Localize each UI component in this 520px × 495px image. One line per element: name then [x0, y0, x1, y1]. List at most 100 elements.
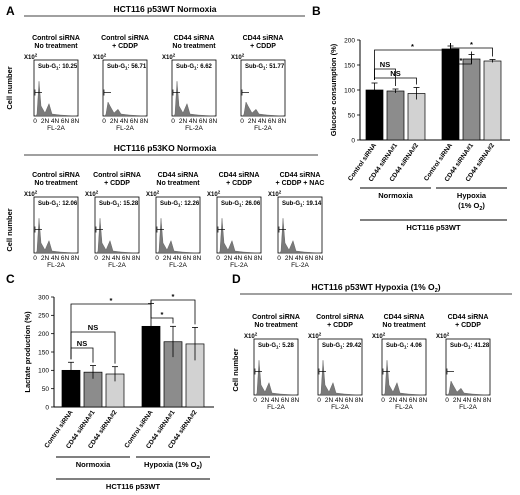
- hist-x-tick: 4N: [295, 255, 304, 262]
- hist-label-line2: No treatment: [156, 180, 200, 187]
- hist-x-tick: 6N: [268, 118, 277, 125]
- hist-scale: X102: [24, 53, 38, 62]
- hist-label-line1: CD44 siRNA: [384, 314, 425, 321]
- hist-label-line2: No treatment: [382, 322, 426, 329]
- y-tick-label: 150: [38, 349, 49, 356]
- group-label-hypoxia: Hypoxia: [457, 191, 487, 200]
- hist-x-tick: 4N: [51, 255, 60, 262]
- hist-scale: X102: [244, 332, 258, 341]
- hist-x-tick: 8N: [193, 255, 202, 262]
- hist-label-line2: No treatment: [34, 43, 78, 50]
- hist-subg1-value: Sub-G1: 26.06: [221, 201, 261, 208]
- hist-x-tick: 8N: [71, 255, 80, 262]
- hist-label-line2: + CDDP: [104, 180, 130, 187]
- bar: [483, 60, 502, 141]
- hist-x-tick: 0: [94, 255, 98, 262]
- hist-scale: X102: [85, 190, 99, 199]
- hist-x-tick: 0: [445, 397, 449, 404]
- hist-subg1-value: Sub-G1: 15.28: [99, 201, 139, 208]
- panel-a-bottom-title: HCT116 p53KO Normoxia: [114, 143, 217, 153]
- hist-label-line1: Control siRNA: [93, 172, 141, 179]
- group-label-normoxia: Normoxia: [378, 191, 413, 200]
- hist-x-tick: 4N: [189, 118, 198, 125]
- hist-subg1-value: Sub-G1: 51.77: [245, 64, 285, 71]
- hist-x-tick: 2N: [41, 255, 50, 262]
- hist-distribution: [35, 218, 77, 254]
- hist-x-tick: 2N: [110, 118, 119, 125]
- significance-bracket: [450, 43, 493, 57]
- hist-label-line2: + CDDP: [455, 322, 481, 329]
- hist-x-tick: 2N: [261, 397, 270, 404]
- hist-x-tick: 8N: [254, 255, 263, 262]
- significance-label: NS: [88, 323, 98, 332]
- hist-x-tick: 6N: [130, 118, 139, 125]
- hist-label-line2: No treatment: [254, 322, 298, 329]
- hist-label-line2: + CDDP: [327, 322, 353, 329]
- hist-scale: X102: [93, 53, 107, 62]
- hist-x-tick: 6N: [122, 255, 131, 262]
- hist-scale: X102: [207, 190, 221, 199]
- hist-x-tick: 6N: [345, 397, 354, 404]
- hist-distribution: [279, 218, 321, 254]
- panel-letter-b: B: [312, 4, 321, 18]
- hist-x-tick: 2N: [102, 255, 111, 262]
- hist-label-line1: CD44 siRNA: [448, 314, 489, 321]
- hist-xlabel: FL-2A: [459, 404, 477, 411]
- hist-x-tick: 4N: [258, 118, 267, 125]
- panel-d-ylabel: Cell number: [231, 348, 240, 391]
- hist-x-tick: 6N: [183, 255, 192, 262]
- hist-subg1-value: Sub-G1: 5.28: [258, 343, 295, 350]
- group-label-normoxia: Normoxia: [76, 460, 111, 469]
- hist-x-tick: 4N: [399, 397, 408, 404]
- bar: [407, 93, 426, 141]
- hist-xlabel: FL-2A: [108, 262, 126, 269]
- hist-x-tick: 0: [102, 118, 106, 125]
- hist-x-tick: 8N: [355, 397, 364, 404]
- significance-label: *: [411, 42, 414, 51]
- significance-bracket: [450, 43, 472, 65]
- hist-scale: X102: [308, 332, 322, 341]
- hist-x-tick: 0: [381, 397, 385, 404]
- hist-x-tick: 0: [33, 118, 37, 125]
- hist-xlabel: FL-2A: [47, 125, 65, 132]
- hist-label-line1: Control siRNA: [101, 35, 149, 42]
- cell-line-label: HCT116 p53WT: [106, 482, 161, 491]
- hist-x-tick: 2N: [41, 118, 50, 125]
- hist-subg1-value: Sub-G1: 12.06: [38, 201, 78, 208]
- hist-x-tick: 8N: [419, 397, 428, 404]
- hist-x-tick: 0: [253, 397, 257, 404]
- hist-xlabel: FL-2A: [230, 262, 248, 269]
- hist-distribution: [96, 218, 138, 254]
- hist-xlabel: FL-2A: [47, 262, 65, 269]
- y-tick-label: 100: [344, 87, 355, 94]
- hist-label-line2: + CDDP: [250, 43, 276, 50]
- hist-x-tick: 8N: [483, 397, 492, 404]
- hist-xlabel: FL-2A: [116, 125, 134, 132]
- hist-x-tick: 4N: [173, 255, 182, 262]
- significance-label: NS: [390, 69, 400, 78]
- hist-x-tick: 4N: [463, 397, 472, 404]
- hist-distribution: [242, 101, 284, 117]
- hist-x-tick: 4N: [51, 118, 60, 125]
- hist-label-line2: No treatment: [34, 180, 78, 187]
- group-label-hypoxia-line2: (1% O2): [458, 201, 485, 212]
- panel-letter-a: A: [6, 4, 15, 18]
- hist-x-tick: 2N: [224, 255, 233, 262]
- hist-distribution: [173, 81, 215, 117]
- hist-distribution: [447, 380, 489, 396]
- hist-label-line1: Control siRNA: [252, 314, 300, 321]
- significance-bracket: [150, 300, 174, 324]
- panel-d-title: HCT116 p53WT Hypoxia (1% O2): [311, 282, 440, 294]
- hist-x-tick: 6N: [61, 118, 70, 125]
- hist-x-tick: 0: [277, 255, 281, 262]
- hist-x-tick: 0: [216, 255, 220, 262]
- hist-distribution: [35, 81, 77, 117]
- bar: [365, 89, 384, 141]
- y-tick-label: 150: [344, 62, 355, 69]
- hist-x-tick: 0: [240, 118, 244, 125]
- panel-a-top-ylabel: Cell number: [5, 66, 14, 109]
- significance-label: *: [460, 56, 463, 65]
- significance-bracket: [150, 299, 196, 325]
- hist-xlabel: FL-2A: [254, 125, 272, 132]
- y-tick-label: 250: [38, 313, 49, 320]
